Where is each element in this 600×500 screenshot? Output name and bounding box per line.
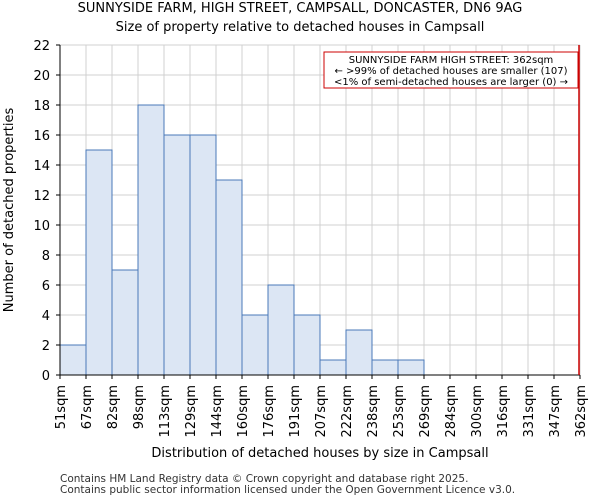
bar-176sqm — [267, 284, 295, 376]
y-tick-label: 12 — [33, 189, 50, 204]
bar-191sqm — [293, 314, 321, 376]
chart-title-line1: SUNNYSIDE FARM, HIGH STREET, CAMPSALL, D… — [78, 1, 523, 16]
x-axis-label: Distribution of detached houses by size … — [151, 446, 488, 461]
x-tick-label: 222sqm — [340, 385, 355, 438]
x-tick-label: 160sqm — [236, 385, 251, 438]
y-tick-label: 10 — [33, 219, 50, 234]
annotation-line2: ← >99% of detached houses are smaller (1… — [334, 66, 567, 77]
chart-title-line2: Size of property relative to detached ho… — [116, 20, 485, 35]
x-tick-label: 300sqm — [470, 385, 485, 438]
x-tick-label: 67sqm — [80, 385, 95, 429]
y-tick-label: 20 — [33, 69, 50, 84]
bar-113sqm — [163, 134, 191, 376]
x-tick-label: 238sqm — [366, 385, 381, 438]
y-tick-label: 8 — [42, 249, 50, 264]
annotation-line3: <1% of semi-detached houses are larger (… — [334, 77, 568, 88]
x-tick-label: 51sqm — [54, 385, 69, 429]
x-tick-label: 331sqm — [522, 385, 537, 438]
bar-253sqm — [397, 359, 425, 376]
x-tick-label: 129sqm — [184, 385, 199, 438]
y-tick-label: 6 — [42, 279, 50, 294]
bar-238sqm — [371, 359, 399, 376]
x-axis-ticks: 51sqm 67sqm 82sqm 98sqm 113sqm 129sqm 144sqm 16… — [54, 375, 589, 438]
y-tick-label: 22 — [33, 39, 50, 54]
bar-67sqm — [85, 149, 113, 376]
annotation-line1: SUNNYSIDE FARM HIGH STREET: 362sqm — [349, 55, 554, 66]
x-tick-label: 113sqm — [158, 385, 173, 438]
y-axis-ticks: 0 2 4 6 8 10 12 14 16 18 20 22 — [33, 39, 60, 384]
x-tick-label: 362sqm — [574, 385, 589, 438]
x-tick-label: 253sqm — [392, 385, 407, 438]
annotation-box: SUNNYSIDE FARM HIGH STREET: 362sqm ← >99… — [323, 51, 579, 89]
bar-98sqm — [137, 104, 165, 376]
x-tick-label: 207sqm — [314, 385, 329, 438]
y-tick-label: 16 — [33, 129, 50, 144]
x-tick-label: 191sqm — [288, 385, 303, 438]
footer-line2: Contains public sector information licen… — [60, 484, 516, 496]
bar-129sqm — [189, 134, 217, 376]
x-tick-label: 98sqm — [132, 385, 147, 429]
y-tick-label: 0 — [42, 369, 50, 384]
bar-51sqm — [59, 344, 87, 376]
x-tick-label: 347sqm — [548, 385, 563, 438]
bar-222sqm — [345, 329, 373, 376]
footer-line1: Contains HM Land Registry data © Crown c… — [60, 473, 469, 485]
x-tick-label: 269sqm — [418, 385, 433, 438]
y-tick-label: 4 — [42, 309, 50, 324]
y-axis-label: Number of detached properties — [2, 108, 17, 313]
bar-207sqm — [319, 359, 347, 376]
y-tick-label: 2 — [42, 339, 50, 354]
y-tick-label: 18 — [33, 99, 50, 114]
x-tick-label: 176sqm — [262, 385, 277, 438]
x-tick-label: 316sqm — [496, 385, 511, 438]
y-tick-label: 14 — [33, 159, 50, 174]
x-tick-label: 82sqm — [106, 385, 121, 429]
bar-160sqm — [241, 314, 269, 376]
x-tick-label: 144sqm — [210, 385, 225, 438]
bar-144sqm — [215, 179, 243, 376]
bars — [59, 104, 425, 376]
bar-82sqm — [111, 269, 139, 376]
x-tick-label: 284sqm — [444, 385, 459, 438]
